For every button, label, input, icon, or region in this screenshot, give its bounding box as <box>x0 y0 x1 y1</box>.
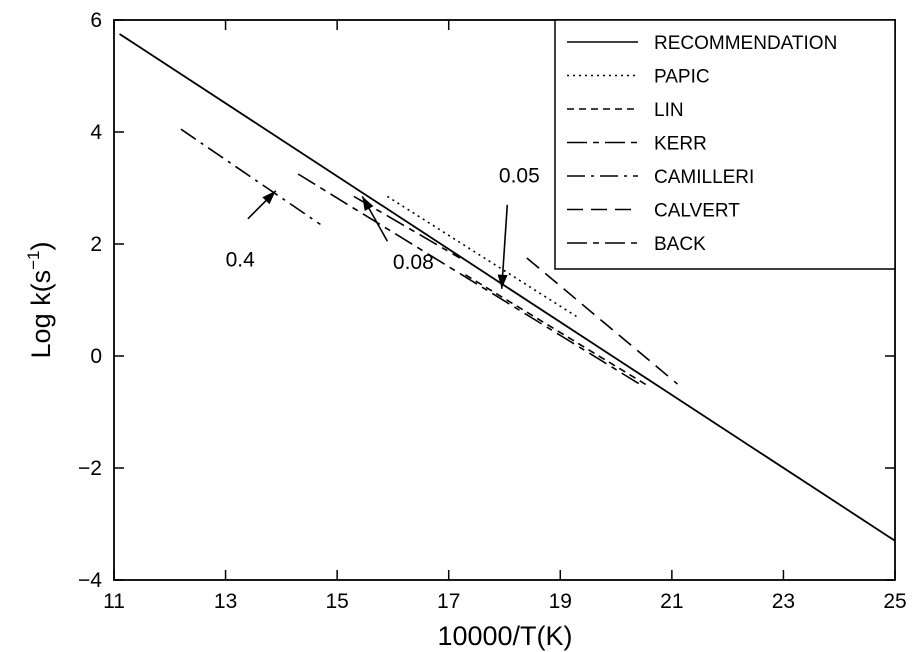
annotation-arrow-line <box>500 204 509 289</box>
series-line-back <box>297 173 645 388</box>
y-tick-label: 0 <box>90 345 102 368</box>
x-tick-label: 17 <box>437 590 460 613</box>
series-line-kerr <box>353 195 461 259</box>
x-tick-label: 23 <box>772 590 795 613</box>
series-line-calvert <box>526 257 678 385</box>
series-line-papic <box>386 195 578 318</box>
x-tick-label: 13 <box>214 590 237 613</box>
annotation-label: 0.4 <box>226 248 256 271</box>
x-tick-label: 19 <box>549 590 572 613</box>
legend-label: LIN <box>654 100 684 121</box>
y-tick-label: −2 <box>78 457 102 480</box>
series-line-lin <box>465 274 650 388</box>
ticks: 11 13 15 17 19 21 23 25 −4 −2 0 2 4 6 <box>78 9 907 613</box>
x-tick-label: 11 <box>103 590 125 613</box>
x-tick-label: 15 <box>325 590 348 613</box>
plot-frame <box>113 19 896 581</box>
legend-label: KERR <box>654 134 707 155</box>
annotations: 0.4 0.08 0.05 <box>226 164 540 289</box>
legend: RECOMMENDATION PAPIC LIN KERR CAMILLERI CALVE… <box>554 19 896 270</box>
legend-label: CAMILLERI <box>654 167 754 188</box>
y-axis-title: Log k(s−1) <box>24 242 56 359</box>
y-axis-title-close: ) <box>26 242 56 251</box>
y-tick-label: 2 <box>90 233 102 256</box>
x-tick-label: 25 <box>883 590 906 613</box>
y-tick-label: −4 <box>78 569 102 592</box>
legend-label: PAPIC <box>654 67 710 88</box>
y-tick-label: 4 <box>90 121 102 144</box>
x-tick-label: 21 <box>660 590 683 613</box>
annotation-arrow-head <box>362 196 374 212</box>
legend-box <box>554 19 896 270</box>
x-axis-title: 10000/T(K) <box>437 621 572 651</box>
legend-label: BACK <box>654 234 706 255</box>
annotation-label: 0.05 <box>499 164 540 187</box>
annotation-arrow-head <box>262 190 276 205</box>
y-axis-title-main: Log k(s <box>26 270 56 359</box>
series-group <box>119 33 896 542</box>
annotation-arrow-head <box>497 274 508 289</box>
series-line-camilleri <box>180 128 321 226</box>
annotation-label: 0.08 <box>393 251 434 274</box>
legend-label: CALVERT <box>654 201 740 222</box>
legend-label: RECOMMENDATION <box>654 33 837 54</box>
y-axis-title-sup: −1 <box>24 251 43 270</box>
series-line-recommendation <box>119 33 896 542</box>
y-tick-label: 6 <box>90 9 102 32</box>
